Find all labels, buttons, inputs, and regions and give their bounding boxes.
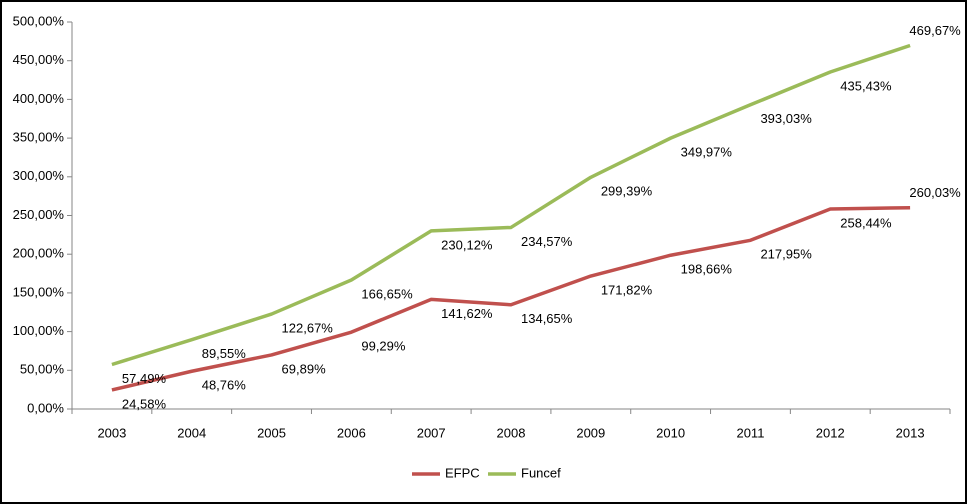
data-label: 99,29% — [361, 339, 406, 354]
data-label: 166,65% — [361, 286, 413, 301]
data-label: 469,67% — [909, 23, 961, 38]
x-tick-label: 2010 — [656, 425, 685, 440]
x-tick-label: 2007 — [417, 425, 446, 440]
y-tick-label: 50,00% — [20, 362, 65, 377]
data-label: 349,97% — [681, 145, 733, 160]
data-label: 171,82% — [601, 282, 653, 297]
data-label: 435,43% — [840, 78, 892, 93]
x-tick-label: 2013 — [896, 425, 925, 440]
series-line — [111, 205, 911, 392]
series-line — [111, 43, 911, 367]
data-label: 260,03% — [909, 185, 961, 200]
y-tick-label: 300,00% — [13, 168, 65, 183]
x-tick-label: 2006 — [337, 425, 366, 440]
data-label: 299,39% — [601, 184, 653, 199]
y-tick-label: 400,00% — [13, 91, 65, 106]
data-label: 24,58% — [122, 396, 167, 411]
x-tick-label: 2008 — [497, 425, 526, 440]
x-tick-label: 2004 — [177, 425, 206, 440]
data-label: 198,66% — [681, 262, 733, 277]
y-tick-label: 100,00% — [13, 323, 65, 338]
data-label: 234,57% — [521, 234, 573, 249]
x-tick-label: 2009 — [576, 425, 605, 440]
y-tick-label: 500,00% — [13, 13, 65, 28]
x-tick-label: 2005 — [257, 425, 286, 440]
data-label: 230,12% — [441, 237, 493, 252]
y-tick-label: 250,00% — [13, 207, 65, 222]
data-label: 57,49% — [122, 371, 167, 386]
x-tick-label: 2012 — [816, 425, 845, 440]
data-label: 217,95% — [760, 247, 812, 262]
y-tick-label: 450,00% — [13, 52, 65, 67]
y-tick-label: 150,00% — [13, 284, 65, 299]
data-label: 141,62% — [441, 306, 493, 321]
y-tick-label: 200,00% — [13, 246, 65, 261]
data-label: 48,76% — [202, 378, 247, 393]
data-label: 258,44% — [840, 215, 892, 230]
x-tick-label: 2003 — [97, 425, 126, 440]
data-label: 122,67% — [282, 320, 334, 335]
data-label: 393,03% — [760, 111, 812, 126]
legend-label: Funcef — [521, 465, 561, 480]
data-label: 69,89% — [282, 361, 327, 376]
legend-label: EFPC — [445, 465, 480, 480]
data-label: 134,65% — [521, 311, 573, 326]
y-tick-label: 350,00% — [13, 130, 65, 145]
x-tick-label: 2011 — [736, 425, 764, 440]
y-tick-label: 0,00% — [27, 400, 64, 415]
data-label: 89,55% — [202, 346, 247, 361]
